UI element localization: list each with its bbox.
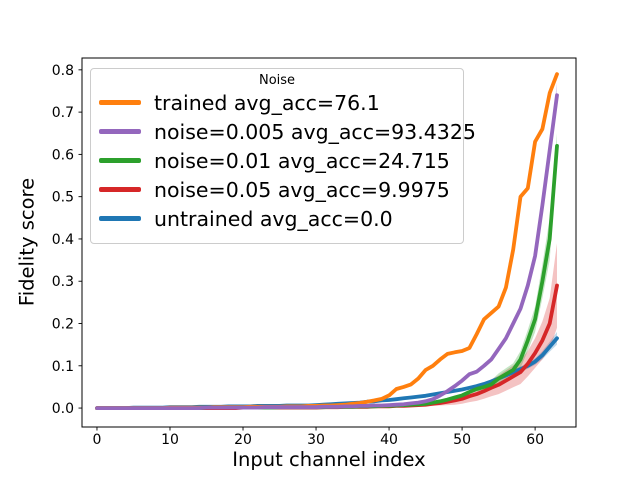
- legend-items: trained avg_acc=76.1 noise=0.005 avg_acc=…: [91, 88, 476, 233]
- y-tick-label: 0.7: [52, 105, 74, 121]
- legend-color-swatch: [99, 100, 141, 105]
- x-tick-label: 50: [453, 432, 471, 448]
- y-tick-label: 0.1: [52, 359, 74, 375]
- y-tick-label: 0.5: [52, 190, 74, 206]
- legend-label: noise=0.05 avg_acc=9.9975: [154, 177, 450, 202]
- series-line-noise-0005: [95, 93, 559, 411]
- legend-label: noise=0.005 avg_acc=93.4325: [154, 119, 476, 144]
- y-tick-label: 0.3: [52, 274, 74, 290]
- legend-label: noise=0.01 avg_acc=24.715: [154, 148, 450, 173]
- axes-spines: [81, 57, 577, 428]
- x-tick-label: 10: [161, 432, 179, 448]
- x-tick-label: 30: [307, 432, 325, 448]
- series-line-noise-005: [95, 283, 559, 411]
- legend-color-swatch: [99, 216, 141, 221]
- legend-item-trained: trained avg_acc=76.1: [91, 88, 463, 117]
- legend-item-noise-001: noise=0.01 avg_acc=24.715: [91, 146, 463, 175]
- series-line-untrained: [95, 336, 559, 411]
- x-axis-label: Input channel index: [232, 448, 426, 471]
- x-tick-label: 60: [526, 432, 544, 448]
- legend: Noise trained avg_acc=76.1 noise=0.005 av…: [90, 68, 476, 244]
- y-tick-label: 0.4: [52, 232, 74, 248]
- x-tick-label: 20: [234, 432, 252, 448]
- y-axis-label: Fidelity score: [15, 177, 39, 307]
- legend-color-swatch: [99, 187, 141, 192]
- legend-item-noise-0005: noise=0.005 avg_acc=93.4325: [91, 117, 476, 146]
- y-tick-label: 0.2: [52, 317, 74, 333]
- legend-label: untrained avg_acc=0.0: [154, 206, 393, 231]
- legend-item-untrained: untrained avg_acc=0.0: [91, 204, 463, 233]
- x-tick-label: 0: [93, 432, 102, 448]
- legend-label: trained avg_acc=76.1: [154, 90, 380, 115]
- y-tick-label: 0.0: [52, 401, 74, 417]
- legend-color-swatch: [99, 158, 141, 163]
- x-tick-label: 40: [380, 432, 398, 448]
- y-tick-label: 0.6: [52, 147, 74, 163]
- legend-color-swatch: [99, 129, 141, 134]
- legend-item-noise-005: noise=0.05 avg_acc=9.9975: [91, 175, 463, 204]
- y-tick-label: 0.8: [52, 63, 74, 79]
- legend-title: Noise: [258, 73, 296, 88]
